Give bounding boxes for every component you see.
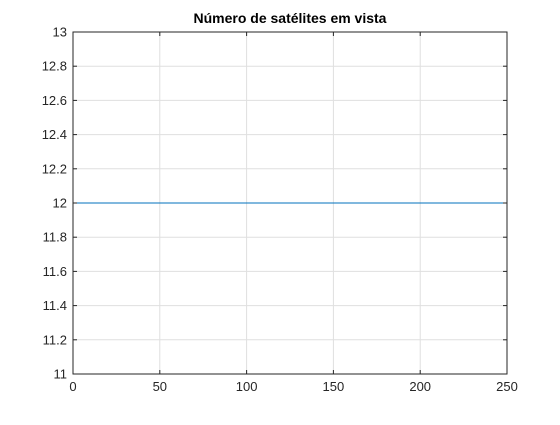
y-tick-label: 11.6: [43, 264, 67, 279]
tick-labels: 0 50 100 150 200 250 11 11.2 11.4 11.6 11.8 12 12.2 1…: [42, 25, 518, 395]
x-tick-label: 250: [496, 379, 518, 394]
y-tick-label: 12.4: [42, 127, 67, 142]
axis-ticks: [72, 31, 508, 375]
chart-title: Número de satélites em vista: [194, 10, 387, 26]
y-tick-label: 11.4: [43, 298, 67, 313]
y-tick-label: 12.6: [42, 93, 67, 108]
x-tick-label: 150: [323, 379, 345, 394]
y-tick-label: 12: [53, 196, 67, 211]
grid-lines: [73, 32, 507, 374]
x-tick-label: 100: [236, 379, 258, 394]
y-tick-label: 13: [53, 25, 67, 40]
y-tick-label: 11.8: [43, 230, 67, 245]
y-tick-label: 11.2: [43, 332, 67, 347]
x-tick-label: 50: [153, 379, 167, 394]
y-tick-label: 11: [54, 367, 68, 382]
y-tick-label: 12.8: [42, 59, 67, 74]
y-tick-label: 12.2: [42, 161, 67, 176]
x-tick-label: 0: [69, 379, 76, 394]
x-tick-label: 200: [409, 379, 431, 394]
